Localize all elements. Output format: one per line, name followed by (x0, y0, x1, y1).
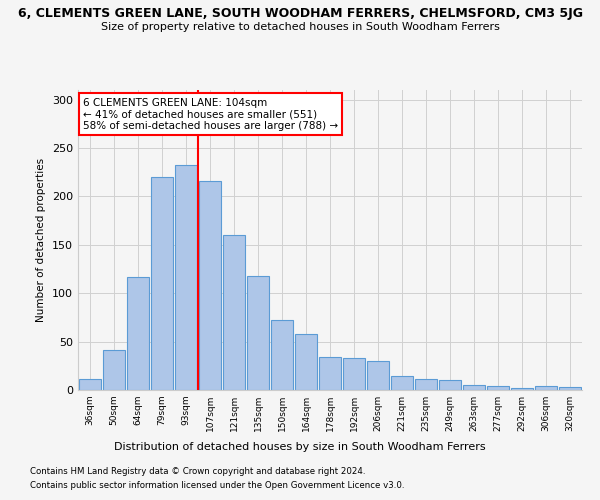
Bar (319, 357, 341, 390)
Bar (487, 386, 509, 390)
Bar (343, 358, 365, 390)
Text: 6 CLEMENTS GREEN LANE: 104sqm
← 41% of detached houses are smaller (551)
58% of : 6 CLEMENTS GREEN LANE: 104sqm ← 41% of d… (83, 98, 338, 130)
Bar (175, 164, 197, 390)
Bar (367, 361, 389, 390)
Bar (223, 235, 245, 390)
Text: 6, CLEMENTS GREEN LANE, SOUTH WOODHAM FERRERS, CHELMSFORD, CM3 5JG: 6, CLEMENTS GREEN LANE, SOUTH WOODHAM FE… (17, 8, 583, 20)
Bar (151, 177, 173, 390)
Bar (247, 276, 269, 390)
Bar (295, 334, 317, 390)
Bar (535, 386, 557, 390)
Bar (271, 320, 293, 390)
Bar (415, 380, 437, 390)
Bar (127, 277, 149, 390)
Bar (511, 388, 533, 390)
Text: Contains HM Land Registry data © Crown copyright and database right 2024.: Contains HM Land Registry data © Crown c… (30, 468, 365, 476)
Text: Distribution of detached houses by size in South Woodham Ferrers: Distribution of detached houses by size … (114, 442, 486, 452)
Bar (559, 387, 581, 390)
Bar (103, 350, 125, 390)
Bar (439, 380, 461, 390)
Bar (79, 380, 101, 390)
Text: Size of property relative to detached houses in South Woodham Ferrers: Size of property relative to detached ho… (101, 22, 499, 32)
Bar (199, 181, 221, 390)
Y-axis label: Number of detached properties: Number of detached properties (37, 158, 46, 322)
Text: Contains public sector information licensed under the Open Government Licence v3: Contains public sector information licen… (30, 481, 404, 490)
Bar (463, 385, 485, 390)
Bar (391, 376, 413, 390)
